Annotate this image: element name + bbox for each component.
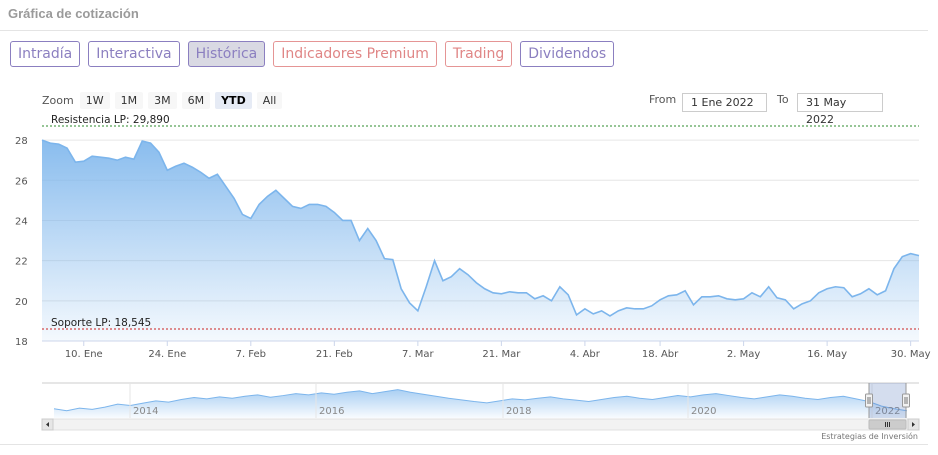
x-tick-label: 24. Ene (148, 349, 186, 360)
zoom-label: Zoom (42, 94, 74, 107)
navigator[interactable]: 2014 2016 2018 2020 2022 (41, 382, 920, 431)
navigator-year-label: 2016 (319, 406, 344, 417)
x-tick-label: 7. Mar (402, 349, 434, 360)
x-axis: 10. Ene 24. Ene 7. Feb 21. Feb 7. Mar 21. Mar… (42, 340, 931, 360)
scrollbar-track[interactable] (41, 418, 920, 431)
zoom-button-ytd[interactable]: YTD (215, 92, 252, 109)
x-tick-label: 4. Abr (570, 349, 601, 360)
zoom-button-1m[interactable]: 1M (114, 92, 144, 109)
range-to-label: To (777, 93, 789, 106)
series-area-fill (42, 140, 919, 341)
range-from-label: From (649, 93, 677, 106)
range-to-input[interactable]: 31 May 2022 (797, 93, 883, 126)
x-tick-label: 18. Abr (642, 349, 679, 360)
panel-title: Gráfica de cotización (8, 6, 139, 21)
title-divider (0, 30, 928, 31)
y-tick-label: 24 (15, 216, 28, 227)
y-axis: 18 20 22 24 26 28 (15, 136, 28, 348)
navigator-year-label: 2014 (133, 406, 158, 417)
credit-text: Estrategias de Inversión (821, 432, 918, 441)
zoom-button-all[interactable]: All (256, 92, 283, 109)
navigator-year-label: 2022 (875, 406, 900, 417)
tab-interactiva[interactable]: Interactiva (88, 41, 180, 67)
x-tick-label: 30. May (891, 349, 931, 360)
tab-historica[interactable]: Histórica (187, 41, 266, 67)
navigator-right-handle[interactable] (902, 393, 910, 408)
y-tick-label: 26 (15, 176, 28, 187)
navigator-year-label: 2018 (506, 406, 531, 417)
plot-lines: Resistencia LP: 29,890 Soporte LP: 18,545 (42, 114, 919, 330)
range-from-input[interactable]: 1 Ene 2022 (682, 93, 767, 112)
series-line (41, 139, 920, 317)
x-tick-label: 16. May (807, 349, 847, 360)
resistance-label: Resistencia LP: 29,890 (51, 114, 170, 126)
navigator-line (53, 389, 908, 412)
series-area (41, 139, 920, 341)
bottom-divider (0, 444, 928, 445)
arrow-right-icon (912, 422, 915, 427)
arrow-left-icon (46, 422, 49, 427)
tab-intradia[interactable]: Intradía (10, 41, 81, 67)
zoom-button-6m[interactable]: 6M (181, 92, 211, 109)
navigator-year-label: 2020 (691, 406, 716, 417)
tab-dividendos[interactable]: Dividendos (520, 41, 615, 67)
tab-indicadores-premium[interactable]: Indicadores Premium (273, 41, 437, 67)
zoom-button-1w[interactable]: 1W (79, 92, 110, 109)
navigator-left-handle[interactable] (865, 393, 873, 408)
y-tick-label: 18 (15, 337, 28, 348)
zoom-button-3m[interactable]: 3M (148, 92, 177, 109)
support-label: Soporte LP: 18,545 (51, 317, 151, 329)
navigator-selection[interactable] (869, 383, 906, 418)
y-tick-label: 20 (15, 297, 28, 308)
y-tick-label: 28 (15, 136, 28, 147)
chart-tabs: Intradía Interactiva Histórica Indicador… (10, 41, 615, 67)
x-tick-label: 7. Feb (236, 349, 266, 360)
x-tick-label: 21. Mar (482, 349, 521, 360)
x-tick-label: 10. Ene (65, 349, 103, 360)
x-tick-label: 2. May (727, 349, 760, 360)
tab-trading[interactable]: Trading (444, 41, 513, 67)
navigator-area (54, 389, 907, 418)
y-tick-label: 22 (15, 257, 28, 268)
x-tick-label: 21. Feb (316, 349, 353, 360)
zoom-selector: Zoom 1W 1M 3M 6M YTD All (42, 92, 287, 109)
